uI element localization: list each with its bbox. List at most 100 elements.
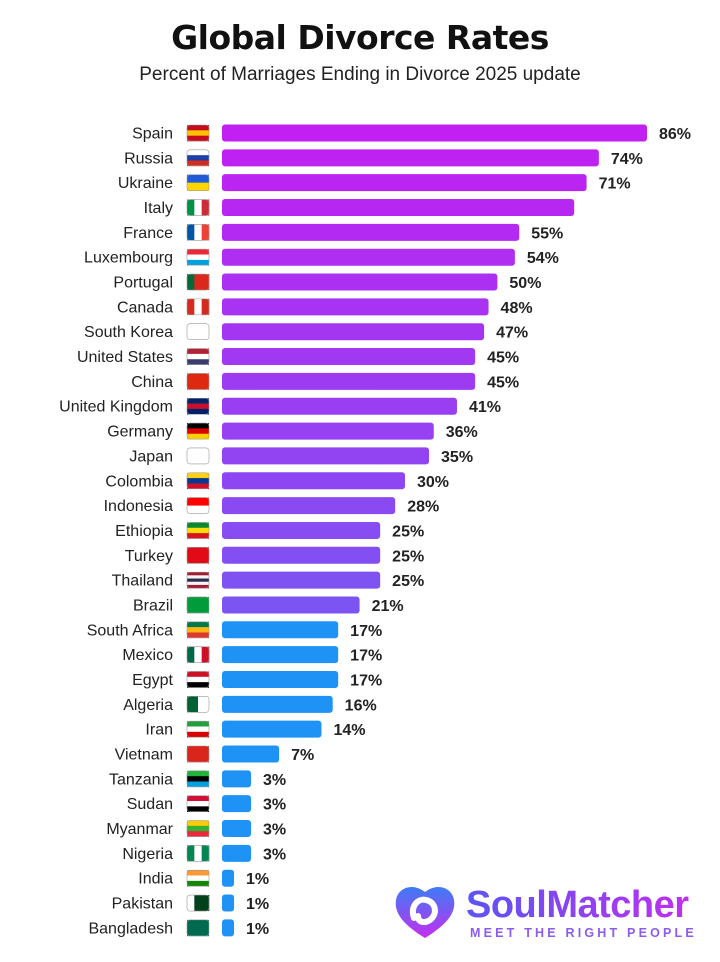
bar: [222, 298, 489, 316]
bar: [222, 521, 381, 539]
bar: [222, 571, 381, 589]
ethiopia-flag-icon: [186, 522, 210, 539]
data-label: 55%: [531, 225, 563, 242]
data-label: 50%: [509, 275, 541, 292]
south-korea-flag-icon: [186, 323, 210, 341]
heart-logo-icon: [395, 886, 455, 938]
category-label: Pakistan: [112, 896, 173, 913]
category-label: Japan: [129, 448, 173, 465]
nigeria-flag-icon: [186, 845, 210, 862]
bar: [222, 497, 396, 515]
category-label: Ethiopia: [115, 523, 173, 540]
bar: [222, 174, 587, 192]
bar: [222, 546, 381, 564]
category-label: China: [131, 374, 173, 391]
united-states-flag-icon: [186, 348, 210, 365]
bar: [222, 820, 252, 838]
category-label: Canada: [117, 299, 173, 316]
category-label: Iran: [145, 722, 173, 739]
data-label: 30%: [417, 474, 449, 491]
data-label: 74%: [611, 151, 643, 168]
bar: [222, 248, 515, 266]
category-label: Bangladesh: [88, 920, 173, 937]
brand-tagline: MEET THE RIGHT PEOPLE: [470, 926, 697, 940]
ukraine-flag-icon: [186, 174, 210, 191]
italy-flag-icon: [186, 199, 210, 216]
sudan-flag-icon: [186, 795, 210, 812]
data-label: 54%: [527, 250, 559, 267]
canada-flag-icon: [186, 298, 210, 316]
data-label: 17%: [350, 648, 382, 665]
data-label: 28%: [407, 499, 439, 516]
mexico-flag-icon: [186, 646, 210, 663]
data-label: 17%: [350, 672, 382, 689]
data-label: 21%: [372, 598, 404, 615]
data-label: 47%: [496, 325, 528, 342]
bar: [222, 273, 498, 291]
data-label: 25%: [392, 523, 424, 540]
category-label: Brazil: [133, 597, 173, 614]
colombia-flag-icon: [186, 472, 210, 490]
data-label: 3%: [263, 846, 286, 863]
data-label: 86%: [659, 126, 691, 143]
category-label: India: [138, 871, 173, 888]
category-label: Spain: [132, 126, 173, 143]
egypt-flag-icon: [186, 671, 210, 688]
india-flag-icon: [186, 869, 210, 887]
category-label: Sudan: [127, 796, 173, 813]
bar: [222, 199, 575, 217]
myanmar-flag-icon: [186, 820, 210, 837]
china-flag-icon: [186, 373, 210, 390]
bar: [222, 472, 406, 490]
bar: [222, 670, 339, 688]
bar: [222, 422, 434, 440]
category-label: South Korea: [84, 324, 173, 341]
data-label: 3%: [263, 822, 286, 839]
bar: [222, 223, 520, 241]
thailand-flag-icon: [186, 571, 210, 589]
bar: [222, 447, 430, 465]
data-label: 45%: [487, 374, 519, 391]
category-label: Luxembourg: [84, 250, 173, 267]
bar: [222, 695, 333, 713]
south-africa-flag-icon: [186, 621, 210, 639]
indonesia-flag-icon: [186, 497, 210, 514]
data-label: 3%: [263, 797, 286, 814]
category-label: Ukraine: [118, 175, 173, 192]
category-label: Thailand: [112, 573, 173, 590]
russia-flag-icon: [186, 149, 210, 167]
data-label: 17%: [350, 623, 382, 640]
vietnam-flag-icon: [186, 745, 210, 763]
category-label: Colombia: [105, 473, 173, 490]
data-label: 7%: [291, 747, 314, 764]
category-label: Indonesia: [104, 498, 173, 515]
category-label: Turkey: [125, 548, 173, 565]
bar: [222, 124, 647, 142]
germany-flag-icon: [186, 422, 210, 440]
bar: [222, 745, 280, 763]
bar: [222, 720, 322, 738]
data-label: 36%: [446, 424, 478, 441]
category-label: Italy: [144, 200, 173, 217]
data-label: 25%: [392, 548, 424, 565]
bar: [222, 795, 252, 813]
category-label: Egypt: [132, 672, 173, 689]
iran-flag-icon: [186, 720, 210, 738]
united-kingdom-flag-icon: [186, 397, 210, 415]
data-label: 41%: [469, 399, 501, 416]
bar: [222, 348, 476, 366]
data-label: 71%: [599, 176, 631, 193]
category-label: Nigeria: [122, 846, 173, 863]
bar: [222, 596, 360, 614]
category-label: Myanmar: [106, 821, 173, 838]
category-label: Tanzania: [109, 771, 173, 788]
bar: [222, 621, 339, 639]
data-label: 35%: [441, 449, 473, 466]
bar: [222, 770, 252, 788]
data-label: 1%: [246, 921, 269, 938]
algeria-flag-icon: [186, 696, 210, 713]
data-label: 25%: [392, 573, 424, 590]
category-label: Russia: [124, 150, 173, 167]
